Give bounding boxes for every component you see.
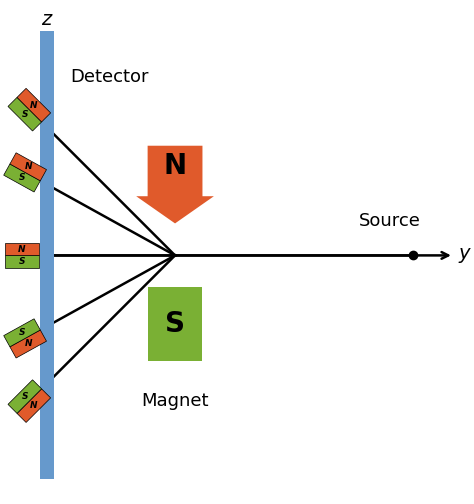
Polygon shape	[8, 380, 42, 413]
Text: N: N	[18, 244, 26, 254]
Polygon shape	[5, 242, 39, 256]
Text: $y$: $y$	[458, 246, 473, 265]
Text: N: N	[164, 152, 187, 180]
Text: S: S	[19, 173, 25, 182]
Bar	[40, 31, 54, 479]
Text: Source: Source	[359, 212, 421, 230]
Text: S: S	[165, 310, 185, 338]
Text: S: S	[19, 328, 25, 337]
Polygon shape	[8, 97, 42, 131]
Text: S: S	[21, 392, 28, 401]
Polygon shape	[10, 330, 46, 358]
Text: $z$: $z$	[41, 10, 54, 29]
Text: S: S	[21, 110, 28, 119]
Text: N: N	[30, 101, 37, 110]
Polygon shape	[4, 164, 40, 192]
Polygon shape	[5, 256, 39, 268]
Polygon shape	[17, 88, 51, 122]
Text: N: N	[25, 340, 32, 348]
Polygon shape	[10, 153, 46, 181]
Bar	[147, 287, 202, 360]
Text: Detector: Detector	[70, 68, 148, 86]
Text: N: N	[30, 401, 37, 410]
Text: Magnet: Magnet	[141, 393, 209, 410]
Text: N: N	[25, 162, 32, 171]
Polygon shape	[4, 319, 40, 347]
Polygon shape	[136, 146, 214, 223]
Polygon shape	[17, 389, 51, 422]
Text: S: S	[18, 258, 25, 266]
